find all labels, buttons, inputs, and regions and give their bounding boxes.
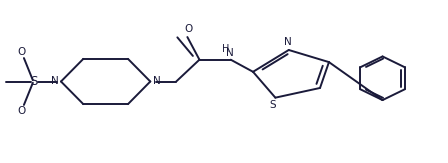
- Text: S: S: [30, 75, 38, 88]
- Text: O: O: [17, 47, 26, 57]
- Text: N: N: [152, 76, 160, 87]
- Text: O: O: [184, 24, 192, 34]
- Text: N: N: [226, 48, 234, 58]
- Text: S: S: [269, 100, 276, 110]
- Text: N: N: [284, 37, 291, 47]
- Text: O: O: [17, 106, 26, 116]
- Text: N: N: [51, 76, 59, 87]
- Text: H: H: [222, 44, 229, 54]
